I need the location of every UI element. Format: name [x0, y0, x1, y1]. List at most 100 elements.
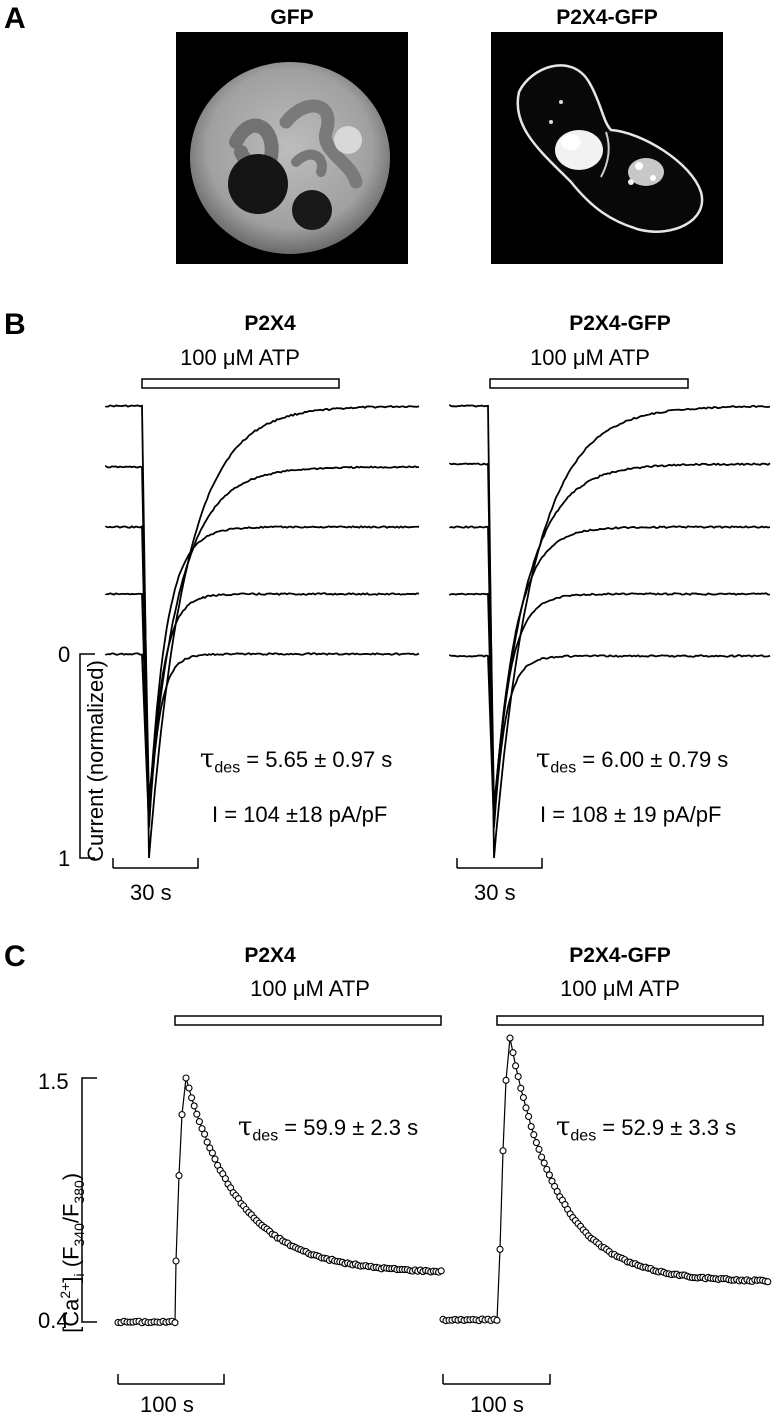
calcium-data-point: [171, 1319, 179, 1327]
calcium-data-point: [764, 1278, 772, 1286]
calcium-data-point: [543, 1165, 551, 1173]
tau-symbol: τ: [200, 744, 215, 774]
panel-b-left-trace-group: [105, 404, 420, 859]
current-trace: [105, 404, 420, 859]
calcium-data-point: [198, 1125, 206, 1133]
tau-value: = 59.9 ± 2.3 s: [278, 1115, 419, 1140]
calcium-data-point: [185, 1084, 193, 1092]
panel-b-right-tau: τdes = 6.00 ± 0.79 s: [536, 744, 728, 777]
panel-c-letter: C: [4, 940, 26, 973]
panel-b-y-axis: [79, 653, 95, 859]
panel-c-left-series: [114, 1074, 445, 1327]
calcium-data-point: [519, 1093, 527, 1102]
tau-symbol: τ: [536, 744, 551, 774]
panel-b-right-current-density: I = 108 ± 19 pA/pF: [540, 802, 722, 827]
panel-c-right-scale-label: 100 s: [470, 1392, 524, 1417]
panel-b-left-current-density: I = 104 ±18 pA/pF: [212, 802, 388, 827]
calcium-data-point: [221, 1175, 229, 1183]
calcium-data-point: [208, 1149, 216, 1157]
gfp-image-label: GFP: [270, 6, 314, 29]
panel-c-left-tau: τdes = 59.9 ± 2.3 s: [238, 1112, 418, 1145]
calcium-data-point: [512, 1062, 520, 1070]
panel-c-left-stimulus-label: 100 μM ATP: [250, 976, 370, 1001]
panel-b-right-stimulus-label: 100 μM ATP: [530, 345, 650, 370]
panel-c-right-scale-bar: [442, 1374, 551, 1385]
tau-subscript: des: [214, 759, 241, 777]
panel-b-left-scale-bar: [112, 858, 199, 869]
panel-b-right-scale-bar: [456, 858, 543, 869]
panel-b-left-stimulus-label: 100 μM ATP: [180, 345, 300, 370]
panel-b-left-stimulus-bar: [141, 378, 340, 389]
panel-b-y-tick-1: 1: [58, 846, 71, 871]
calcium-data-point: [540, 1159, 548, 1167]
tau-value: = 5.65 ± 0.97 s: [240, 747, 393, 772]
current-trace: [449, 654, 771, 828]
tau-subscript: des: [252, 1127, 279, 1145]
calcium-data-point: [182, 1074, 190, 1082]
calcium-data-point: [190, 1102, 198, 1110]
calcium-data-point: [509, 1049, 517, 1057]
calcium-data-point: [211, 1155, 219, 1163]
tau-subscript: des: [570, 1127, 597, 1145]
calcium-data-point: [532, 1139, 540, 1147]
gfp-micrograph: [176, 32, 408, 264]
current-trace: [105, 524, 420, 818]
panel-c-right-title: P2X4-GFP: [569, 944, 671, 967]
calcium-data-point: [538, 1153, 546, 1161]
panel-b-right-trace-group: [449, 404, 771, 859]
panel-c-left-title: P2X4: [244, 944, 296, 967]
panel-c-y-tick-top: 1.5: [38, 1069, 69, 1094]
calcium-trace-line: [117, 1077, 442, 1324]
calcium-data-point: [493, 1316, 501, 1324]
calcium-data-point: [203, 1138, 211, 1146]
panel-c-left-scale-label: 100 s: [140, 1392, 194, 1417]
calcium-data-point: [502, 1076, 510, 1084]
panel-b-left-tau: τdes = 5.65 ± 0.97 s: [200, 744, 392, 777]
calcium-data-point: [514, 1072, 522, 1081]
calcium-data-point: [517, 1084, 525, 1092]
panel-c-y-axis: [81, 1077, 97, 1323]
panel-b-y-tick-0: 0: [58, 642, 71, 667]
panel-c-right-series: [439, 1034, 772, 1325]
panel-c-right-stimulus-bar: [496, 1015, 764, 1026]
panel-b-left-title: P2X4: [244, 312, 296, 335]
panel-c-right-tau: τdes = 52.9 ± 3.3 s: [556, 1112, 736, 1145]
current-trace: [105, 652, 420, 828]
panel-b-right-stimulus-bar: [489, 378, 689, 389]
calcium-data-point: [178, 1111, 186, 1119]
calcium-data-point: [545, 1171, 553, 1179]
current-trace: [449, 404, 771, 859]
calcium-data-point: [201, 1130, 209, 1138]
calcium-data-point: [506, 1034, 514, 1042]
panel-b-right-title: P2X4-GFP: [569, 312, 671, 335]
calcium-data-point: [535, 1145, 543, 1153]
calcium-data-point: [188, 1094, 196, 1102]
tau-value: = 6.00 ± 0.79 s: [576, 747, 729, 772]
calcium-data-point: [522, 1104, 530, 1112]
calcium-data-point: [172, 1257, 180, 1265]
current-trace: [105, 592, 420, 828]
p2x4-gfp-micrograph: [491, 32, 723, 264]
panel-c-y-tick-bottom: 0.4: [38, 1308, 69, 1333]
panel-c-right-stimulus-label: 100 μM ATP: [560, 976, 680, 1001]
calcium-data-point: [437, 1267, 445, 1275]
calcium-data-point: [525, 1112, 533, 1121]
panel-a-letter: A: [4, 2, 26, 35]
panel-b-letter: B: [4, 308, 26, 341]
calcium-data-point: [496, 1245, 504, 1253]
calcium-data-point: [499, 1147, 507, 1155]
p2x4-gfp-image-label: P2X4-GFP: [556, 6, 658, 29]
panel-c-left-stimulus-bar: [174, 1015, 442, 1026]
panel-c-left-scale-bar: [117, 1374, 225, 1385]
tau-subscript: des: [550, 759, 577, 777]
calcium-data-point: [530, 1131, 538, 1139]
calcium-data-point: [175, 1172, 183, 1180]
calcium-data-point: [193, 1110, 201, 1118]
tau-symbol: τ: [556, 1112, 571, 1142]
calcium-data-point: [527, 1123, 535, 1131]
calcium-data-point: [195, 1118, 203, 1126]
tau-value: = 52.9 ± 3.3 s: [596, 1115, 737, 1140]
current-trace: [449, 592, 771, 818]
